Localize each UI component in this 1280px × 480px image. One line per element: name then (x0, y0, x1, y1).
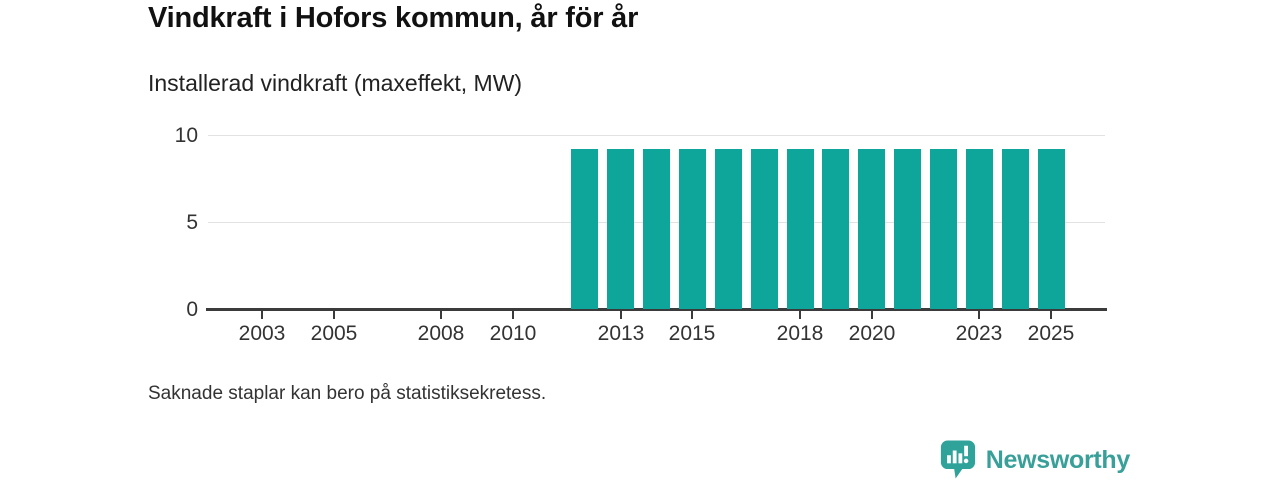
x-tick-mark-2025 (1050, 311, 1052, 319)
x-tick-label-2015: 2015 (668, 322, 716, 345)
x-tick-mark-2023 (978, 311, 980, 319)
x-tick-mark-2010 (512, 311, 514, 319)
bar-2023 (966, 149, 993, 309)
x-tick-label-2025: 2025 (1027, 322, 1075, 345)
bar-2019 (822, 149, 849, 309)
bar-2022 (930, 149, 957, 309)
x-axis-line (206, 308, 1107, 311)
y-tick-label-0: 0 (186, 298, 198, 321)
bar-2020 (858, 149, 885, 309)
x-tick-label-2023: 2023 (955, 322, 1003, 345)
x-tick-label-2008: 2008 (417, 322, 465, 345)
bar-2025 (1038, 149, 1065, 309)
gridline-y-10 (208, 135, 1105, 136)
x-tick-mark-2018 (799, 311, 801, 319)
bar-2024 (1002, 149, 1029, 309)
bar-2017 (751, 149, 778, 309)
bar-2018 (787, 149, 814, 309)
x-tick-mark-2015 (691, 311, 693, 319)
bar-2013 (607, 149, 634, 309)
brand-lockup: Newsworthy (939, 440, 1130, 480)
brand-name: Newsworthy (985, 445, 1131, 474)
x-tick-mark-2020 (871, 311, 873, 319)
x-tick-label-2020: 2020 (848, 322, 896, 345)
x-tick-label-2010: 2010 (489, 322, 537, 345)
chart-subtitle: Installerad vindkraft (maxeffekt, MW) (148, 70, 523, 96)
bar-chart-speech-bubble-icon (939, 440, 977, 480)
x-tick-mark-2013 (620, 311, 622, 319)
x-tick-mark-2005 (333, 311, 335, 319)
page-title: Vindkraft i Hofors kommun, år för år (148, 2, 639, 34)
bar-2015 (679, 149, 706, 309)
x-tick-label-2005: 2005 (310, 322, 358, 345)
y-tick-label-10: 10 (174, 124, 198, 147)
x-tick-label-2018: 2018 (776, 322, 824, 345)
y-tick-label-5: 5 (186, 211, 198, 234)
bar-2012 (571, 149, 598, 309)
bar-2016 (715, 149, 742, 309)
x-tick-label-2003: 2003 (238, 322, 286, 345)
x-tick-label-2013: 2013 (597, 322, 645, 345)
chart-footnote: Saknade staplar kan bero på statistiksek… (148, 383, 547, 404)
x-tick-mark-2008 (440, 311, 442, 319)
x-tick-mark-2003 (261, 311, 263, 319)
bar-2021 (894, 149, 921, 309)
bar-2014 (643, 149, 670, 309)
